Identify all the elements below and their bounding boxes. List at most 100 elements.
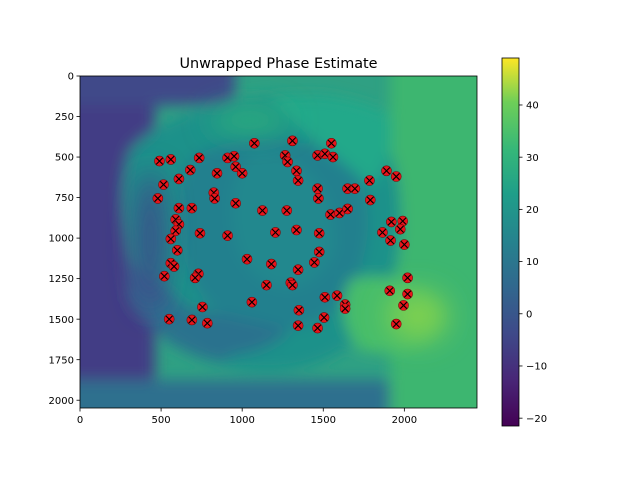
marker-point (184, 164, 196, 176)
marker-x (386, 236, 395, 245)
marker-point (158, 179, 169, 190)
marker-point (309, 257, 320, 268)
marker-x (288, 137, 297, 145)
marker-point (186, 202, 198, 214)
marker-point (402, 272, 413, 284)
marker-x (403, 274, 412, 282)
marker-x (343, 184, 352, 193)
marker-x (167, 155, 175, 164)
marker-point (202, 317, 213, 329)
marker-x (351, 184, 359, 193)
marker-point (293, 304, 305, 316)
marker-x (154, 194, 162, 203)
colorbar-tick-label: −10 (526, 362, 547, 373)
marker-x (175, 175, 183, 183)
marker-point (312, 183, 323, 194)
marker-point (257, 205, 268, 216)
marker-x (315, 248, 323, 256)
marker-point (331, 290, 343, 301)
marker-x (392, 172, 400, 181)
colorbar-tick-label: −20 (526, 414, 547, 425)
y-tick-label: 500 (55, 153, 74, 164)
marker-x (223, 231, 232, 240)
marker-x (292, 226, 301, 234)
colorbar-tick-label: 40 (526, 101, 539, 112)
marker-x (326, 210, 335, 219)
marker-x (170, 262, 178, 271)
colorbar-tick-label: 20 (526, 205, 539, 216)
marker-point (228, 150, 240, 162)
marker-point (394, 223, 406, 235)
marker-x (267, 260, 276, 268)
y-tick-label: 2000 (49, 396, 74, 407)
marker-x (294, 176, 302, 185)
marker-point (230, 161, 241, 173)
marker-point (173, 202, 185, 214)
marker-point (312, 322, 323, 334)
marker-x (366, 196, 374, 204)
marker-x (196, 229, 204, 237)
chart-title: Unwrapped Phase Estimate (179, 56, 377, 72)
marker-point (165, 233, 177, 245)
marker-x (321, 293, 329, 301)
x-tick-label: 2000 (392, 415, 417, 426)
marker-point (152, 193, 164, 204)
y-tick-label: 750 (55, 193, 74, 204)
marker-x (314, 194, 323, 203)
marker-point (266, 258, 277, 270)
marker-x (399, 301, 408, 310)
marker-point (261, 279, 272, 291)
marker-x (159, 180, 168, 189)
marker-point (342, 203, 353, 215)
y-tick-label: 250 (55, 112, 74, 123)
marker-point (222, 230, 233, 241)
marker-x (173, 246, 181, 254)
marker-point (170, 225, 181, 237)
marker-point (172, 244, 183, 256)
marker-x (203, 319, 211, 327)
marker-point (197, 301, 208, 313)
x-tick-label: 1500 (311, 415, 336, 426)
marker-point (385, 235, 396, 246)
plot-frame (79, 75, 478, 409)
colorbar-tick-label: 10 (526, 257, 539, 268)
marker-point (313, 227, 325, 239)
marker-x (335, 209, 344, 217)
marker-x (238, 169, 246, 177)
marker-x (283, 158, 292, 166)
marker-x (243, 255, 251, 263)
marker-point (211, 167, 223, 179)
marker-x (188, 204, 196, 212)
marker-point (291, 224, 302, 236)
colorbar-tick-label: 30 (526, 153, 539, 164)
marker-point (398, 300, 409, 311)
marker-point (249, 137, 260, 149)
marker-x (378, 228, 387, 237)
y-tick-label: 1500 (49, 315, 74, 326)
marker-point (364, 175, 375, 186)
y-tick-label: 0 (68, 72, 74, 83)
marker-x (313, 324, 322, 332)
marker-x (213, 169, 221, 177)
marker-x (382, 167, 391, 175)
marker-x (155, 157, 164, 165)
marker-point (327, 151, 339, 163)
marker-x (258, 206, 267, 215)
marker-point (168, 261, 180, 272)
marker-x (341, 304, 349, 313)
marker-point (194, 227, 206, 239)
marker-x (171, 227, 180, 235)
marker-x (230, 152, 238, 160)
marker-point (292, 320, 304, 331)
marker-x (387, 218, 396, 226)
plot-area: 0 500 1000 1500 2000 0 250 500 750 1000 1250 1500 1… (49, 72, 478, 426)
x-tick-label: 0 (77, 415, 83, 426)
y-tick-label: 1000 (49, 234, 74, 245)
marker-x (198, 303, 207, 311)
marker-x (231, 163, 240, 171)
marker-point (377, 227, 388, 238)
marker-point (246, 296, 258, 308)
marker-point (287, 279, 298, 291)
marker-point (313, 193, 324, 204)
